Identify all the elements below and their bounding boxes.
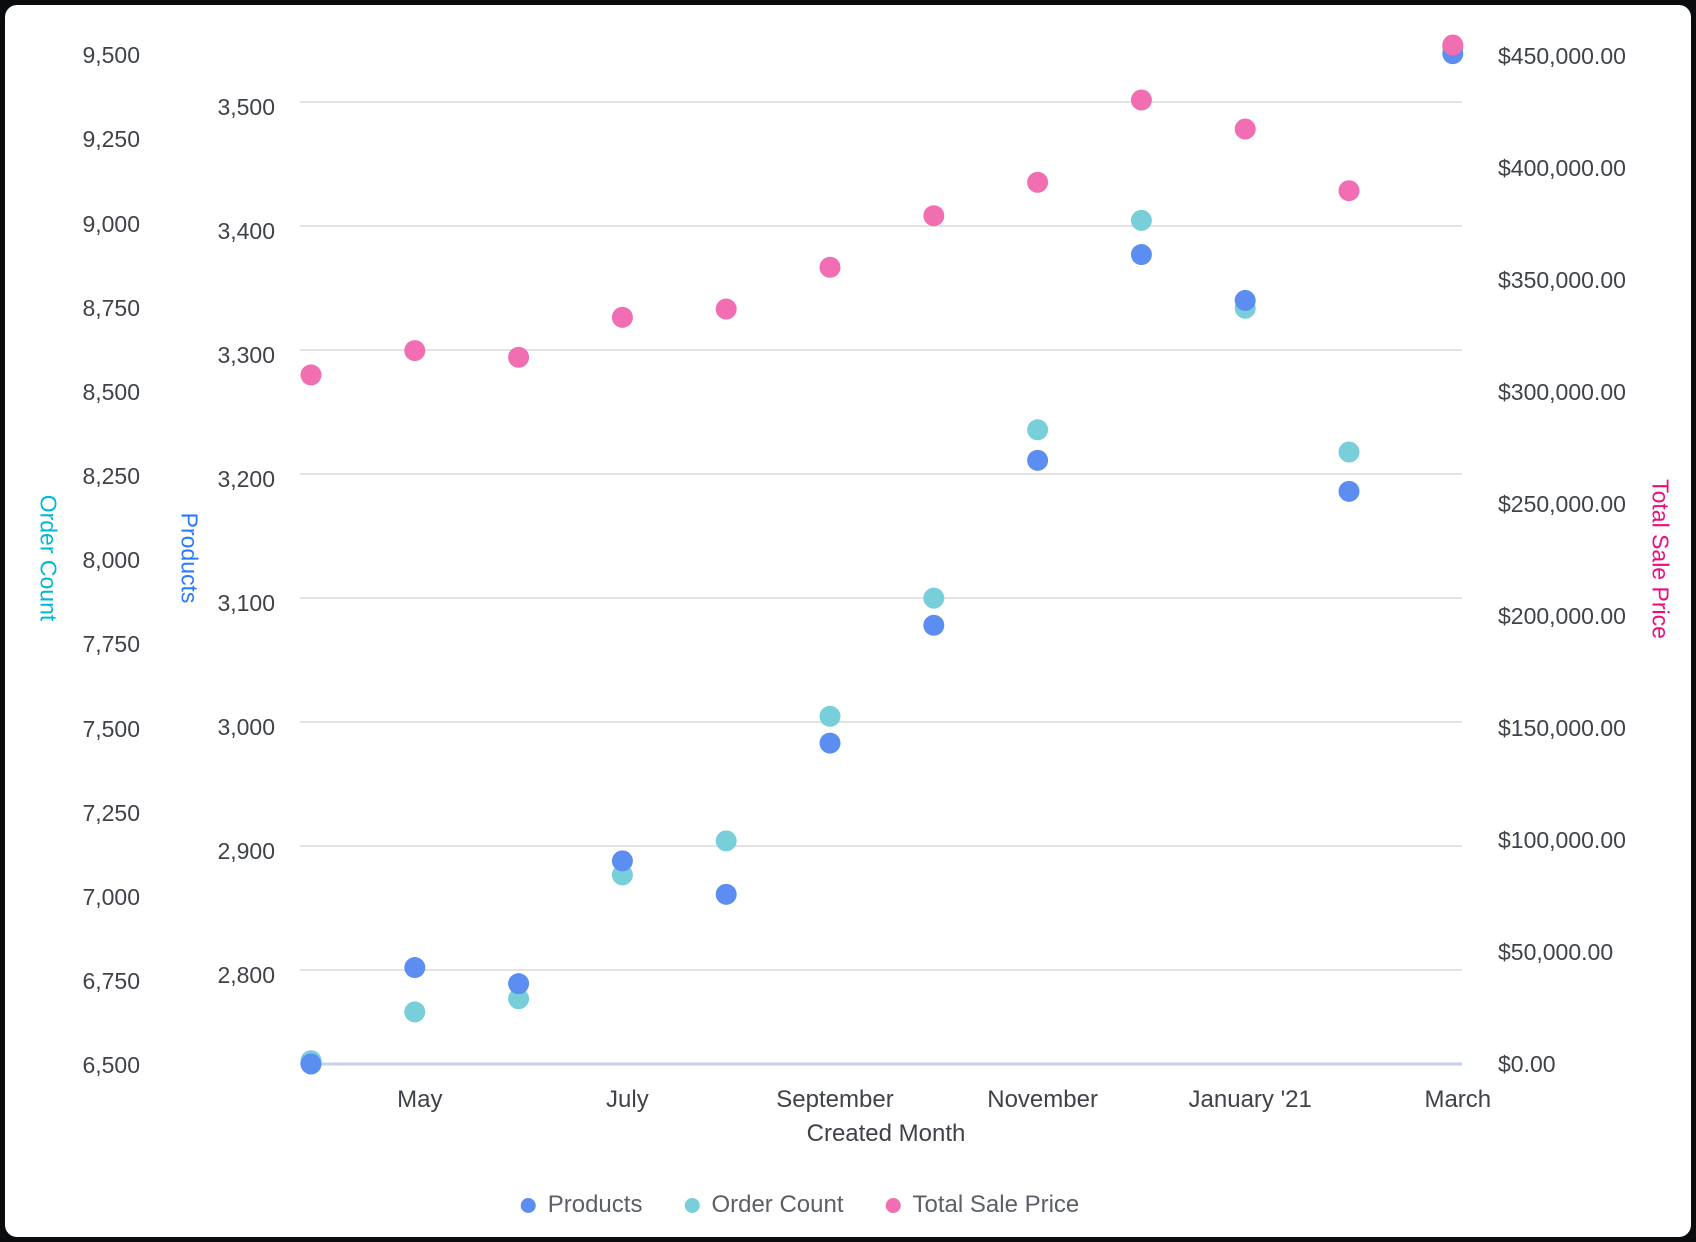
data-point-products-September[interactable] [819,732,841,754]
data-point-total-sale-price-March[interactable] [1442,34,1464,56]
legend-item-total-sale-price[interactable]: Total Sale Price [885,1191,1080,1218]
order-count-tick: 6,750 [82,968,140,995]
data-point-order-count-December[interactable] [1130,209,1152,231]
data-point-products-December[interactable] [1130,244,1152,266]
order-count-tick: 8,500 [82,378,140,405]
data-point-order-count-August[interactable] [715,830,737,852]
products-tick: 3,500 [217,93,275,120]
data-point-total-sale-price-July[interactable] [611,306,633,328]
products-tick: 3,100 [217,589,275,616]
data-point-total-sale-price-January21[interactable] [1234,118,1256,140]
plot-area [300,34,1464,1075]
legend-item-products[interactable]: Products [520,1191,643,1218]
order-count-tick: 9,500 [82,42,140,69]
price-tick: $400,000.00 [1498,154,1626,181]
legend-label-order-count: Order Count [711,1191,844,1218]
price-tick: $100,000.00 [1498,826,1626,853]
y-axis-title-total-sale-price: Total Sale Price [1647,479,1674,639]
x-tick-May: May [397,1086,443,1113]
price-tick: $150,000.00 [1498,714,1626,741]
price-tick: $200,000.00 [1498,602,1626,629]
data-point-products-July[interactable] [611,850,633,872]
products-tick: 2,900 [217,837,275,864]
order-count-tick: 8,000 [82,547,140,574]
data-point-total-sale-price-April[interactable] [300,364,322,386]
data-point-products-February[interactable] [1338,480,1360,502]
data-point-order-count-November[interactable] [1027,419,1049,441]
chart-card: 9,500 9,250 9,000 8,750 8,500 8,250 8,000 7,750… [5,5,1691,1237]
data-point-products-June[interactable] [508,973,530,995]
order-count-tick: 8,250 [82,463,140,490]
price-tick: $450,000.00 [1498,42,1626,69]
legend-item-order-count[interactable]: Order Count [684,1191,844,1218]
data-point-total-sale-price-February[interactable] [1338,180,1360,202]
price-tick: $50,000.00 [1498,938,1614,965]
price-tick: $300,000.00 [1498,378,1626,405]
order-count-tick: 7,750 [82,631,140,658]
x-axis-title: Created Month [806,1120,966,1147]
price-tick: $0.00 [1498,1050,1556,1077]
data-point-order-count-September[interactable] [819,705,841,727]
data-point-products-January21[interactable] [1234,289,1256,311]
data-point-order-count-October[interactable] [923,587,945,609]
order-count-tick: 9,250 [82,126,140,153]
x-tick-March: March [1424,1086,1492,1113]
legend: Products Order Count Total Sale Price [520,1191,1080,1218]
x-tick-September: September [776,1086,894,1113]
legend-swatch-products [520,1197,536,1213]
data-point-order-count-May[interactable] [404,1001,426,1023]
data-point-products-May[interactable] [404,957,426,979]
data-point-total-sale-price-August[interactable] [715,298,737,320]
data-point-products-October[interactable] [923,614,945,636]
data-point-order-count-June[interactable] [508,988,530,1010]
price-tick: $350,000.00 [1498,266,1626,293]
data-point-products-April[interactable] [300,1053,322,1075]
data-point-total-sale-price-October[interactable] [923,205,945,227]
price-tick: $250,000.00 [1498,490,1626,517]
order-count-tick: 7,000 [82,883,140,910]
data-point-total-sale-price-September[interactable] [819,256,841,278]
data-point-total-sale-price-June[interactable] [508,346,530,368]
legend-swatch-order-count [684,1197,700,1213]
order-count-tick: 7,250 [82,799,140,826]
data-point-total-sale-price-November[interactable] [1027,171,1049,193]
products-tick: 3,400 [217,217,275,244]
order-count-tick: 6,500 [82,1052,140,1079]
legend-label-total-sale-price: Total Sale Price [912,1191,1080,1218]
order-count-tick: 9,000 [82,210,140,237]
products-tick: 3,300 [217,341,275,368]
y-axis-title-order-count: Order Count [35,494,62,622]
products-tick: 3,000 [217,713,275,740]
order-count-tick: 7,500 [82,715,140,742]
data-point-total-sale-price-December[interactable] [1130,89,1152,111]
x-tick-November: November [987,1086,1098,1113]
data-point-total-sale-price-May[interactable] [404,340,426,362]
legend-swatch-total-sale-price [885,1197,901,1213]
data-point-order-count-February[interactable] [1338,441,1360,463]
legend-label-products: Products [547,1191,643,1218]
order-count-tick: 8,750 [82,294,140,321]
data-point-products-August[interactable] [715,883,737,905]
products-tick: 3,200 [217,465,275,492]
x-tick-July: July [606,1086,649,1113]
data-point-products-November[interactable] [1027,449,1049,471]
scatter-chart: 9,500 9,250 9,000 8,750 8,500 8,250 8,000 7,750… [5,5,1691,1237]
x-tick-January21: January '21 [1188,1086,1312,1113]
products-tick: 2,800 [217,961,275,988]
y-axis-title-products: Products [176,512,203,604]
